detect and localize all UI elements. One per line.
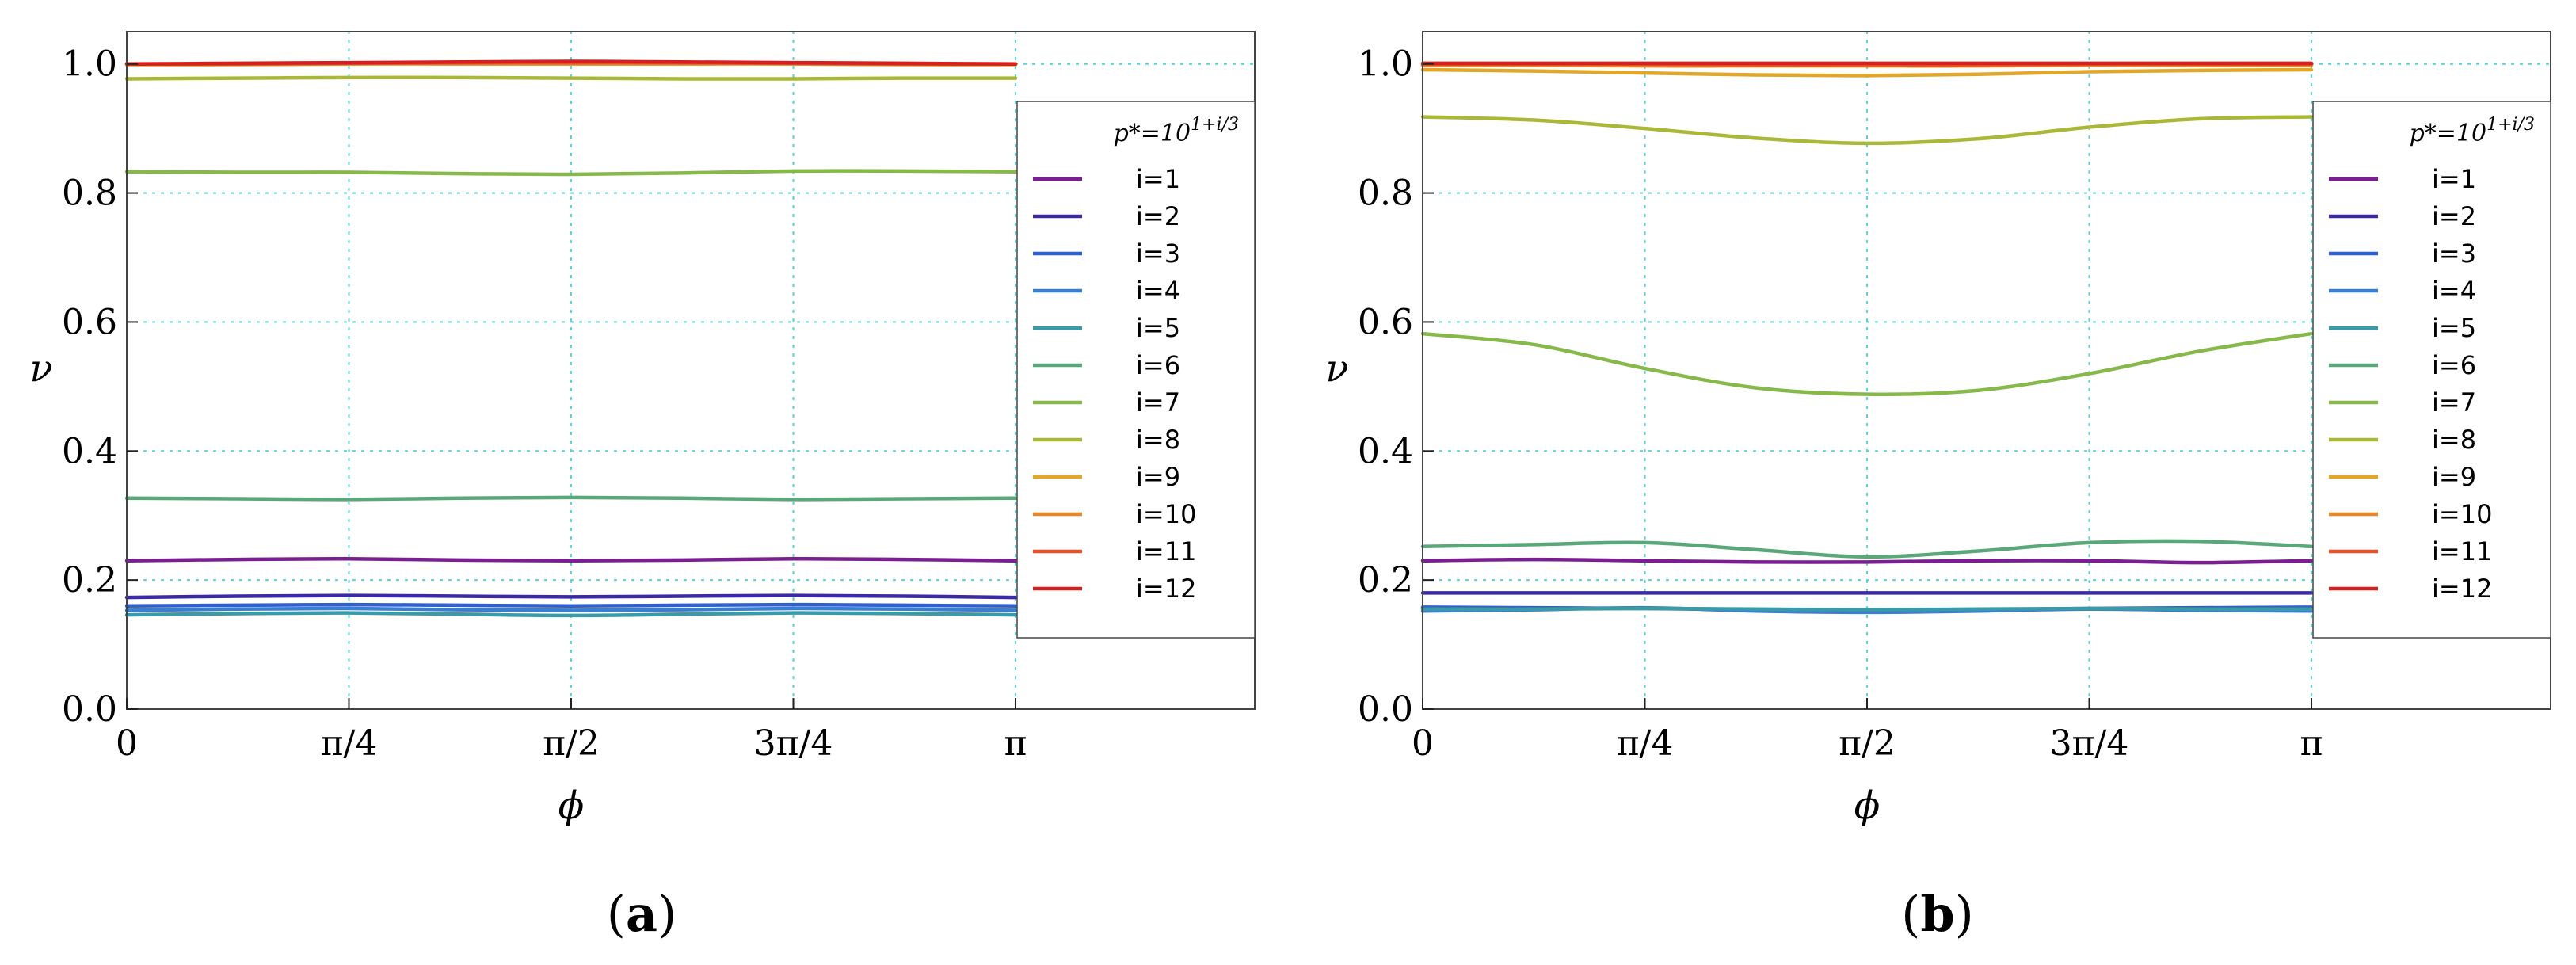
series-line-i=8 <box>124 75 1018 81</box>
x-tick-labels: 0 π/4 π/2 3π/4 π <box>1412 723 2323 764</box>
legend-entry-label: i=1 <box>2432 164 2476 194</box>
legend-entry-label: i=2 <box>2432 201 2476 231</box>
legend-entry-label: i=6 <box>1136 350 1180 380</box>
x-tick-label: 3π/4 <box>754 723 833 764</box>
legend: p*=101+i/3 i=1 i=2 i=3 i=4 i=5 i=6 i=7 i=8 i=9 i=1… <box>1016 101 1256 639</box>
x-tick-label: 3π/4 <box>2050 723 2129 764</box>
legend-entry-label: i=10 <box>2432 499 2492 529</box>
series-line-i=9 <box>1420 67 2314 78</box>
legend-entry-label: i=6 <box>2432 350 2476 380</box>
y-tick-label: 0.6 <box>62 302 117 342</box>
series-line-i=5 <box>1420 606 2314 612</box>
series-lines <box>124 59 1018 618</box>
y-tick-label: 0.4 <box>62 431 117 471</box>
legend-entry-label: i=11 <box>2432 536 2492 566</box>
x-tick-label: 0 <box>116 723 138 764</box>
panel-caption: (b) <box>1901 885 1974 943</box>
legend-entry-label: i=12 <box>2432 574 2492 604</box>
legend-entry-label: i=11 <box>1136 536 1196 566</box>
y-tick-label: 0.6 <box>1358 302 1413 342</box>
legend-title-base: p*=10 <box>2410 120 2487 147</box>
legend-box <box>2312 101 2551 639</box>
y-tick-label: 0.0 <box>62 689 117 730</box>
legend-entry-label: i=5 <box>1136 313 1180 343</box>
legend: p*=101+i/3 i=1 i=2 i=3 i=4 i=5 i=6 i=7 i=8 i=9 i=1… <box>2312 101 2551 639</box>
y-axis-label: ν <box>1325 347 1348 391</box>
legend-entry-label: i=3 <box>1136 238 1180 269</box>
series-line-i=6 <box>124 495 1018 502</box>
legend-entry-label: i=3 <box>2432 238 2476 269</box>
legend-entry-label: i=5 <box>2432 313 2476 343</box>
y-tick-labels: 0.0 0.2 0.4 0.6 0.8 1.0 <box>1358 44 1413 730</box>
caption-open: ( <box>1901 885 1920 943</box>
series-line-i=8 <box>1420 115 2314 146</box>
legend-entry-label: i=9 <box>2432 462 2476 492</box>
legend-title-base: p*=10 <box>1114 120 1191 147</box>
y-tick-label: 0.0 <box>1358 689 1413 730</box>
legend-box <box>1016 101 1256 639</box>
caption-close: ) <box>1955 885 1974 943</box>
legend-entry-label: i=2 <box>1136 201 1180 231</box>
y-tick-label: 0.4 <box>1358 431 1413 471</box>
legend-title: p*=101+i/3 <box>1114 115 1239 147</box>
legend-title-exponent: 1+i/3 <box>2486 115 2535 135</box>
legend-entry-label: i=4 <box>1136 276 1180 306</box>
x-tick-label: π/2 <box>543 723 600 764</box>
series-lines <box>1420 61 2314 615</box>
x-tick-label: π/4 <box>1617 723 1674 764</box>
gridlines <box>125 30 1256 711</box>
legend-entry-label: i=7 <box>1136 387 1180 418</box>
ticks <box>126 63 1016 710</box>
series-line-i=2 <box>124 593 1018 600</box>
legend-entry-label: i=12 <box>1136 574 1196 604</box>
y-tick-label: 1.0 <box>1358 44 1413 85</box>
x-tick-label: π/2 <box>1839 723 1896 764</box>
legend-entry-label: i=4 <box>2432 276 2476 306</box>
x-tick-label: π <box>2300 723 2323 764</box>
legend-entry-label: i=9 <box>1136 462 1180 492</box>
series-line-i=5 <box>124 611 1018 618</box>
y-tick-label: 0.2 <box>1358 560 1413 601</box>
panel-caption: (a) <box>607 885 677 943</box>
caption-open: ( <box>607 885 626 943</box>
caption-letter: a <box>626 885 657 943</box>
series-line-i=3 <box>124 602 1018 608</box>
series-line-i=7 <box>124 169 1018 177</box>
series-line-i=4 <box>124 606 1018 612</box>
series-line-i=6 <box>1420 539 2314 559</box>
panel-b: 0.0 0.2 0.4 0.6 0.8 1.0 0 π/4 π/2 3π/4 π ϕ ν p*=101+i… <box>1325 30 2552 943</box>
y-tick-label: 0.8 <box>1358 174 1413 214</box>
x-tick-labels: 0 π/4 π/2 3π/4 π <box>116 723 1027 764</box>
series-line-i=12 <box>124 59 1018 66</box>
ticks <box>1422 63 2312 710</box>
y-tick-label: 0.8 <box>62 174 117 214</box>
x-tick-label: π/4 <box>321 723 378 764</box>
x-axis-label: ϕ <box>1854 784 1881 828</box>
y-tick-labels: 0.0 0.2 0.4 0.6 0.8 1.0 <box>62 44 117 730</box>
x-tick-label: 0 <box>1412 723 1434 764</box>
legend-title: p*=101+i/3 <box>2410 115 2535 147</box>
legend-entry-label: i=1 <box>1136 164 1180 194</box>
panel-a: 0.0 0.2 0.4 0.6 0.8 1.0 0 π/4 π/2 3π/4 π ϕ ν p*=101+i… <box>29 30 1256 943</box>
legend-entry-label: i=8 <box>2432 425 2476 455</box>
legend-entry-label: i=10 <box>1136 499 1196 529</box>
y-axis-label: ν <box>29 347 52 391</box>
x-tick-label: π <box>1004 723 1027 764</box>
caption-letter: b <box>1920 885 1954 943</box>
caption-close: ) <box>657 885 676 943</box>
legend-entry-label: i=7 <box>2432 387 2476 418</box>
x-axis-label: ϕ <box>558 784 585 828</box>
series-line-i=1 <box>1420 557 2314 565</box>
series-line-i=7 <box>1420 331 2314 397</box>
series-line-i=1 <box>124 557 1018 563</box>
y-tick-label: 1.0 <box>62 44 117 85</box>
legend-entry-label: i=8 <box>1136 425 1180 455</box>
legend-title-exponent: 1+i/3 <box>1191 115 1239 135</box>
y-tick-label: 0.2 <box>62 560 117 601</box>
